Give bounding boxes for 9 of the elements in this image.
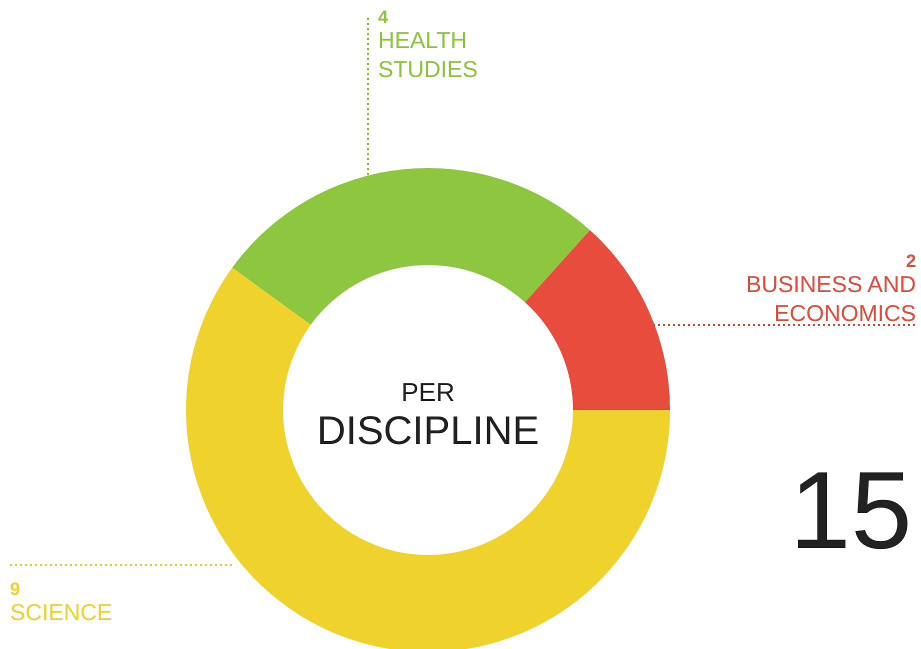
data-label: 4: [378, 7, 388, 27]
data-label: 9: [10, 579, 20, 599]
slice-label: SCIENCE: [10, 599, 112, 625]
text: 15: [790, 449, 912, 572]
slice-label: HEALTH STUDIES: [378, 27, 478, 82]
text: PER: [401, 377, 455, 407]
text: DISCIPLINE: [316, 409, 540, 453]
data-label: 2: [906, 251, 916, 271]
slice-label: BUSINESS AND ECONOMICS: [746, 271, 916, 326]
